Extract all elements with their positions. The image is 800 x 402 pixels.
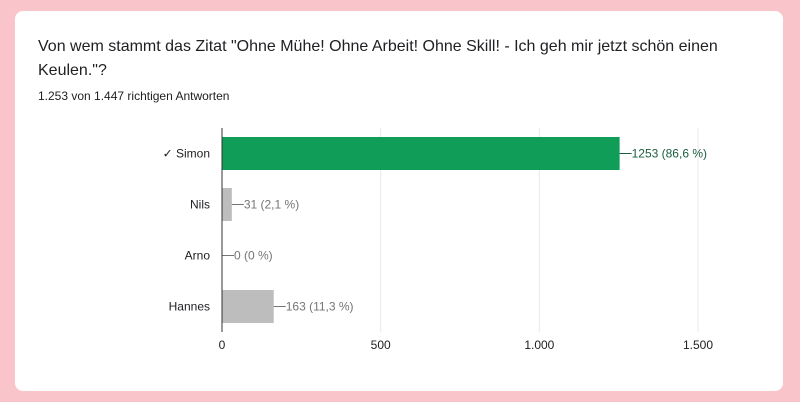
data-label: 1253 (86,6 %) [632,147,707,161]
data-label: 31 (2,1 %) [244,198,299,212]
x-tick-label: 0 [219,338,226,352]
bar [222,188,232,221]
category-label: Nils [190,198,210,212]
bar [222,137,620,170]
question-title: Von wem stammt das Zitat "Ohne Mühe! Ohn… [38,38,718,79]
data-label: 0 (0 %) [234,249,273,263]
bar [222,290,274,323]
x-tick-label: 1.000 [524,338,554,352]
data-label: 163 (11,3 %) [286,300,354,314]
question-card: Von wem stammt das Zitat "Ohne Mühe! Ohn… [15,11,783,391]
category-label: Hannes [169,300,210,314]
category-label: ✓ Simon [163,147,210,161]
x-tick-label: 500 [371,338,391,352]
category-label: Arno [185,249,211,263]
x-tick-label: 1.500 [683,338,713,352]
correct-answers-summary: 1.253 von 1.447 richtigen Antworten [38,89,230,103]
